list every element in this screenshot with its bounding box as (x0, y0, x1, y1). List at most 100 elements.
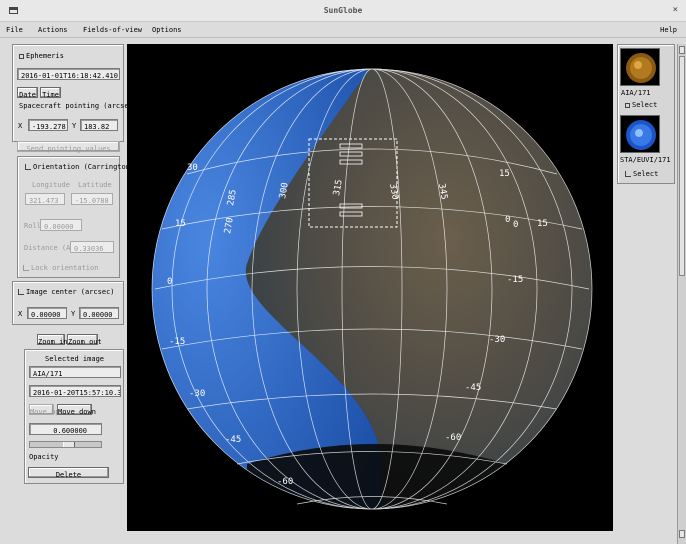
thumbnail-aia-label: AIA/171 (621, 89, 651, 97)
send-pointing-button[interactable]: Send pointing values (17, 141, 120, 153)
lat-label: -45 (465, 383, 481, 393)
south-pole-shadow (247, 444, 507, 509)
lat-label: 15 (175, 219, 186, 229)
scroll-down-icon[interactable] (679, 530, 685, 538)
lon-label: 345 (436, 183, 449, 201)
thumbnail-euvi-label: STA/EUVI/171 (620, 156, 671, 164)
aia-thumbnail-image (626, 53, 656, 83)
lat-label: -45 (225, 435, 241, 445)
checkbox-icon[interactable] (19, 53, 24, 59)
lon-label: 285 (226, 189, 239, 207)
pointing-x-label: X (18, 122, 23, 130)
date-button[interactable]: Date (17, 87, 38, 99)
pointing-x-input[interactable]: -193.278 (28, 119, 68, 131)
lock-orientation-radio[interactable]: Lock orientation (23, 264, 98, 272)
zoom-out-button[interactable]: Zoom out (67, 334, 102, 346)
longitude-label: Longitude (32, 181, 70, 189)
sun-globe[interactable]: 270 285 300 315 330 345 0 15 30 15 0 -15… (127, 44, 613, 531)
lat-label: -15 (169, 337, 185, 347)
thumbnail-euvi-select-label: Select (633, 170, 659, 178)
fov-box[interactable] (308, 138, 398, 228)
menu-fields-of-view[interactable]: Fields-of-view (83, 26, 143, 34)
time-button[interactable]: Time (40, 87, 61, 99)
close-icon[interactable]: × (672, 5, 678, 15)
delete-button[interactable]: Delete (28, 467, 109, 479)
radio-icon[interactable] (18, 289, 24, 295)
thumbnail-aia-select[interactable]: Select (625, 101, 657, 109)
thumbnail-euvi[interactable] (620, 115, 660, 153)
radio-icon[interactable] (25, 164, 31, 170)
scroll-thumb[interactable] (679, 56, 685, 276)
lon-label: 15 (537, 219, 548, 229)
orientation-radio[interactable]: Orientation (Carrington) (25, 163, 134, 171)
lon-label: 315 (332, 179, 345, 197)
globe-viewer[interactable]: 270 285 300 315 330 345 0 15 30 15 0 -15… (127, 44, 613, 531)
lat-label: -30 (189, 389, 205, 399)
center-y-input[interactable]: 0.00000 (79, 307, 119, 319)
title-bar: SunGlobe × (0, 0, 686, 22)
zoom-in-button[interactable]: Zoom in (37, 334, 68, 346)
window-title: SunGlobe (323, 6, 363, 15)
selected-image-name[interactable]: AIA/171 (29, 366, 121, 378)
image-center-label: Image center (arcsec) (26, 288, 115, 296)
window-menu-icon[interactable] (9, 7, 18, 14)
roll-input[interactable]: 0.00000 (40, 219, 82, 231)
orientation-label: Orientation (Carrington) (33, 163, 135, 171)
pointing-y-input[interactable]: 183.82 (80, 119, 118, 131)
lon-label: 300 (278, 182, 291, 200)
center-x-input[interactable]: 0.00000 (27, 307, 67, 319)
lon-label: 270 (223, 217, 236, 235)
stereo-euvi-layer (152, 69, 387, 509)
menu-actions[interactable]: Actions (38, 26, 68, 34)
checkbox-icon[interactable] (625, 102, 630, 108)
selected-image-panel (24, 349, 124, 484)
longitude-input[interactable]: 321.473 (25, 193, 65, 205)
aia-overlay-layer (245, 69, 592, 509)
roll-label: Roll (24, 222, 41, 230)
vertical-scrollbar[interactable] (677, 44, 686, 544)
orientation-panel (17, 156, 120, 278)
move-up-button[interactable]: Move up (29, 404, 60, 416)
lat-label: 15 (499, 169, 510, 179)
lat-label: 0 (513, 220, 518, 230)
euvi-thumbnail-image (626, 120, 656, 150)
scroll-up-icon[interactable] (679, 46, 685, 54)
latitude-input[interactable]: -15.0788 (71, 193, 113, 205)
lock-orientation-label: Lock orientation (31, 264, 99, 272)
lat-label: 30 (187, 163, 198, 173)
menu-file[interactable]: File (6, 26, 23, 34)
grid-labels: 270 285 300 315 330 345 0 15 30 15 0 -15… (167, 163, 548, 487)
menu-help[interactable]: Help (660, 26, 677, 34)
distance-input[interactable]: 0.33036 (70, 241, 114, 253)
thumbnail-aia[interactable] (620, 48, 660, 86)
pointing-y-label: Y (72, 122, 77, 130)
latitude-label: Latitude (78, 181, 112, 189)
fov-slits (339, 143, 363, 217)
radio-icon[interactable] (23, 265, 29, 271)
lat-label: -15 (507, 275, 523, 285)
datetime-input[interactable]: 2016-01-01T16:18:42.410 (17, 68, 120, 80)
center-y-label: Y (71, 310, 76, 318)
menu-bar: File Actions Fields-of-view Options Help (0, 22, 686, 38)
opacity-slider-handle[interactable] (63, 442, 75, 447)
thumbnail-euvi-select[interactable]: Select (625, 170, 658, 178)
thumbnail-aia-select-label: Select (632, 101, 658, 109)
coordinate-grid (151, 68, 593, 510)
opacity-slider[interactable] (29, 441, 102, 448)
menu-options[interactable]: Options (152, 26, 182, 34)
distance-label: Distance (AU) (24, 244, 79, 252)
opacity-value[interactable]: 0.600000 (29, 423, 102, 435)
ephemeris-checkbox[interactable]: Ephemeris (19, 52, 64, 60)
image-center-radio[interactable]: Image center (arcsec) (18, 288, 115, 296)
lat-label: 0 (167, 277, 172, 287)
radio-icon[interactable] (625, 171, 631, 177)
lon-label: 330 (387, 183, 400, 201)
center-x-label: X (18, 310, 23, 318)
selected-image-datetime[interactable]: 2016-01-20T15:57:10.360 (29, 385, 121, 397)
lon-label: 0 (505, 215, 510, 225)
lat-label: -30 (489, 335, 505, 345)
ephemeris-label: Ephemeris (26, 52, 64, 60)
selected-image-label: Selected image (45, 355, 105, 363)
move-down-button[interactable]: Move down (57, 404, 96, 416)
opacity-label: Opacity (29, 453, 59, 461)
